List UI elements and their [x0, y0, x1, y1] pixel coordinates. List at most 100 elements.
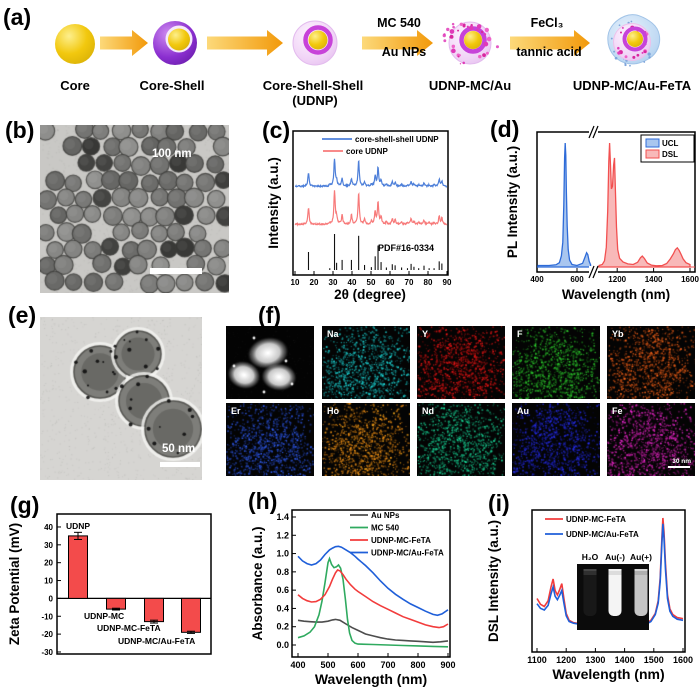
- eds-map-au: Au: [512, 403, 600, 476]
- svg-text:10: 10: [44, 577, 53, 586]
- zeta-bar: [144, 597, 164, 623]
- zeta-bar: [106, 597, 126, 610]
- svg-text:40: 40: [348, 278, 357, 287]
- svg-text:MC 540: MC 540: [371, 524, 400, 533]
- eds-map-fe: Fe 30 nm: [607, 403, 695, 476]
- svg-text:core UDNP: core UDNP: [346, 147, 388, 156]
- series-udnp-mc-au-feta: [297, 545, 449, 617]
- step-label-core-shell: Core-Shell: [139, 78, 205, 93]
- panel-g-zeta: (g) -30 -20 -10 0 10 20 30 40 Zeta Potential (mV…: [0, 485, 235, 689]
- svg-text:Zeta Potential (mV): Zeta Potential (mV): [7, 523, 22, 645]
- svg-text:PDF#16-0334: PDF#16-0334: [378, 243, 434, 253]
- svg-text:1600: 1600: [673, 655, 693, 665]
- xrd-pattern: [295, 158, 448, 189]
- eds-map-label: Na: [327, 329, 339, 339]
- eds-map-label: F: [517, 329, 523, 339]
- zeta-potential-chart: -30 -20 -10 0 10 20 30 40 Zeta Potential (mV) UDN…: [7, 513, 212, 657]
- svg-text:-10: -10: [41, 612, 53, 621]
- svg-text:UDNP-MC/Au-FeTA: UDNP-MC/Au-FeTA: [371, 549, 444, 558]
- svg-text:Wavelength (nm): Wavelength (nm): [562, 287, 670, 302]
- panel-i-letter: (i): [488, 490, 510, 516]
- xrd-pattern: [294, 190, 448, 227]
- svg-text:UDNP-MC-FeTA: UDNP-MC-FeTA: [371, 536, 431, 545]
- scalebar-text-30nm: 30 nm: [672, 458, 691, 465]
- eds-map-nd: Nd: [417, 403, 505, 476]
- zeta-bar: [181, 597, 201, 633]
- svg-text:60: 60: [386, 278, 395, 287]
- pl-series-dsl: [598, 142, 691, 268]
- pl-spectra-chart: 400 600 1200 1400 1600 Wavelength (nm) PL Inte…: [505, 125, 699, 302]
- svg-text:80: 80: [424, 278, 433, 287]
- svg-text:1200: 1200: [556, 655, 576, 665]
- arrow-label-tannic-acid: tannic acid: [516, 45, 582, 59]
- svg-text:Absorbance (a.u.): Absorbance (a.u.): [250, 526, 265, 640]
- zeta-bar: [68, 535, 88, 599]
- svg-text:0.2: 0.2: [276, 622, 289, 632]
- arrow-label-aunps: Au NPs: [381, 45, 427, 59]
- eds-map-label: Y: [422, 329, 429, 339]
- svg-text:Wavelength (nm): Wavelength (nm): [552, 666, 664, 682]
- synthesis-scheme-graphic: [55, 14, 661, 67]
- svg-text:1100: 1100: [527, 655, 547, 665]
- scalebar-100nm: [150, 268, 202, 274]
- svg-text:30: 30: [329, 278, 338, 287]
- panel-g-letter: (g): [10, 492, 40, 518]
- eds-map-na: Na: [322, 326, 410, 399]
- step-label-udnp-mc-au-feta: UDNP-MC/Au-FeTA: [572, 78, 692, 93]
- svg-text:1400: 1400: [645, 275, 663, 284]
- step-label-udnp-mc-au: UDNP-MC/Au: [428, 78, 512, 93]
- svg-text:0.6: 0.6: [276, 585, 289, 595]
- svg-text:DSL Intensity (a.u.): DSL Intensity (a.u.): [486, 520, 501, 642]
- svg-text:90: 90: [443, 278, 452, 287]
- svg-text:UDNP-MC-FeTA: UDNP-MC-FeTA: [566, 515, 626, 524]
- svg-text:0: 0: [49, 594, 54, 603]
- svg-text:500: 500: [320, 660, 335, 670]
- step-label-core-shell-shell: Core-Shell-Shell: [262, 78, 364, 93]
- panel-h-absorbance: (h) 400 500 600 700 800 900 0.0 0.2 0.4 0.6 0.8 1.0…: [235, 485, 470, 689]
- svg-text:2θ (degree): 2θ (degree): [334, 287, 406, 302]
- eds-map-label: Ho: [327, 406, 339, 416]
- svg-text:1.0: 1.0: [276, 549, 289, 559]
- eds-map-label: Yb: [612, 329, 624, 339]
- svg-text:UCL: UCL: [662, 139, 679, 148]
- eds-map-label: Er: [231, 406, 241, 416]
- panel-f-eds-maps: (f) Na Y F Yb Er Ho Nd Au Fe 30 nm: [225, 295, 700, 485]
- svg-text:0.0: 0.0: [276, 640, 289, 650]
- tem-image-closeup: 50 nm: [40, 317, 202, 480]
- panel-c-letter: (c): [262, 117, 291, 143]
- svg-text:Wavelength (nm): Wavelength (nm): [315, 671, 427, 687]
- step-label-core: Core: [60, 78, 90, 93]
- svg-text:30: 30: [44, 541, 53, 550]
- svg-text:700: 700: [380, 660, 395, 670]
- arrow-label-mc540: MC 540: [377, 16, 421, 30]
- arrow-label-fecl3: FeCl₃: [530, 16, 564, 30]
- svg-text:400: 400: [290, 660, 305, 670]
- dsl-spectra-chart: 1100 1200 1300 1400 1500 1600 Wavelength (nm) D…: [486, 509, 693, 682]
- scalebar-50nm: [160, 462, 200, 467]
- svg-text:0.8: 0.8: [276, 567, 289, 577]
- series-mc-540: [297, 556, 449, 648]
- xrd-chart: 10 20 30 40 50 60 70 80 90 2θ (degree) Intensity (…: [266, 130, 452, 302]
- panel-b-letter: (b): [5, 117, 35, 143]
- svg-text:1.2: 1.2: [276, 530, 289, 540]
- svg-text:20: 20: [44, 559, 53, 568]
- scalebar-text-100nm: 100 nm: [152, 148, 192, 160]
- svg-text:Au(+): Au(+): [630, 552, 652, 562]
- panel-d-letter: (d): [490, 116, 520, 142]
- panel-a-letter: (a): [3, 4, 32, 30]
- svg-text:UDNP-MC-FeTA: UDNP-MC-FeTA: [97, 623, 161, 633]
- svg-text:UDNP: UDNP: [66, 521, 90, 531]
- svg-text:UDNP-MC/Au-FeTA: UDNP-MC/Au-FeTA: [118, 636, 195, 646]
- haadf-image: [226, 326, 314, 399]
- svg-text:1400: 1400: [615, 655, 635, 665]
- panel-d-pl: (d) 400 600 1200 1400 1600 Wavelength (nm) PL …: [465, 115, 700, 305]
- eds-map-yb: Yb: [607, 326, 695, 399]
- svg-text:600: 600: [570, 275, 584, 284]
- eds-map-label: Au: [517, 406, 529, 416]
- svg-text:40: 40: [44, 523, 53, 532]
- eds-map-ho: Ho: [322, 403, 410, 476]
- svg-text:900: 900: [440, 660, 455, 670]
- svg-text:core-shell-shell UDNP: core-shell-shell UDNP: [355, 135, 439, 144]
- svg-text:1300: 1300: [585, 655, 605, 665]
- absorbance-chart: 400 500 600 700 800 900 0.0 0.2 0.4 0.6 0.8 1.0 1.2 1…: [250, 509, 456, 687]
